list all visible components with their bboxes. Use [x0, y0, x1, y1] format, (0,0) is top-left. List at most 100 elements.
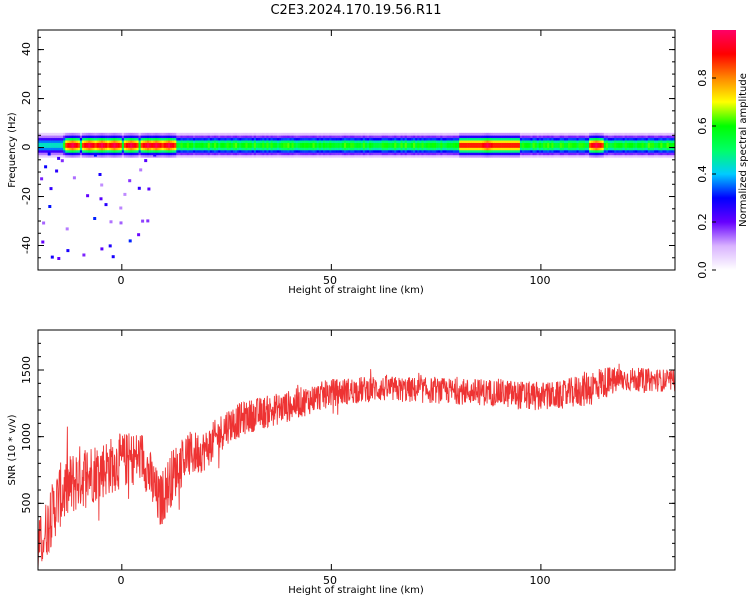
heatmap-cell	[318, 154, 322, 158]
heatmap-cell	[572, 147, 575, 151]
heatmap-cell	[589, 145, 592, 148]
heatmap-cell	[379, 150, 382, 153]
heatmap-cell	[109, 150, 112, 153]
heatmap-cell	[178, 132, 181, 136]
heatmap-cell	[390, 145, 393, 148]
snr-panel: 0 50 100 Height of straight line (km) 50…	[7, 329, 676, 596]
heatmap-cell	[438, 132, 441, 136]
heatmap-cell	[421, 154, 424, 158]
heatmap-cell	[285, 145, 288, 148]
heatmap-cell	[356, 135, 359, 139]
heatmap-cell	[463, 132, 466, 136]
heatmap-cell	[56, 150, 60, 153]
heatmap-cell	[149, 135, 152, 139]
heatmap-cell	[436, 140, 439, 143]
heatmap-cell	[375, 142, 378, 146]
heatmap-cell	[450, 145, 454, 148]
heatmap-cell	[258, 152, 261, 156]
heatmap-speck	[100, 183, 104, 187]
heatmap-speck	[141, 219, 145, 223]
heatmap-cell	[498, 142, 502, 146]
heatmap-cell	[605, 135, 609, 139]
heatmap-cell	[79, 150, 83, 153]
heatmap-cell	[142, 152, 146, 156]
heatmap-cell	[312, 132, 315, 136]
heatmap-cell	[111, 137, 114, 141]
heatmap-cell	[287, 147, 290, 151]
heatmap-cell	[247, 145, 250, 148]
heatmap-cell	[501, 152, 504, 156]
heatmap-cell	[522, 147, 525, 151]
heatmap-cell	[245, 147, 248, 151]
heatmap-cell	[358, 137, 361, 141]
heatmap-cell	[264, 137, 267, 141]
heatmap-cell	[568, 140, 571, 143]
heatmap-cell	[549, 145, 552, 148]
heatmap-cell	[304, 154, 307, 158]
heatmap-cell	[170, 145, 173, 148]
heatmap-cell	[496, 140, 500, 143]
heatmap-cell	[431, 150, 435, 153]
heatmap-cell	[346, 140, 349, 143]
heatmap-cell	[105, 147, 108, 151]
heatmap-cell	[580, 140, 584, 143]
heatmap-cell	[258, 135, 261, 139]
heatmap-cell	[264, 154, 267, 158]
heatmap-cell	[566, 135, 569, 139]
heatmap-cell	[180, 137, 183, 141]
heatmap-cell	[348, 145, 351, 148]
heatmap-cell	[532, 132, 535, 136]
heatmap-cell	[48, 132, 51, 136]
heatmap-cell	[574, 150, 577, 153]
heatmap-cell	[553, 152, 556, 156]
heatmap-cell	[339, 135, 343, 139]
heatmap-cell	[390, 132, 393, 136]
heatmap-cell	[549, 150, 552, 153]
spectrogram-y-tick: -40	[20, 236, 33, 254]
heatmap-cell	[130, 135, 133, 139]
heatmap-cell	[383, 135, 387, 139]
heatmap-cell	[366, 132, 370, 136]
heatmap-cell	[329, 145, 332, 148]
heatmap-cell	[289, 150, 292, 153]
heatmap-cell	[170, 147, 173, 151]
heatmap-cell	[666, 142, 670, 146]
heatmap-cell	[121, 147, 125, 151]
heatmap-cell	[320, 137, 324, 141]
heatmap-cell	[100, 154, 104, 158]
heatmap-cell	[123, 152, 127, 156]
heatmap-cell	[276, 150, 280, 153]
heatmap-cell	[555, 145, 558, 148]
heatmap-cell	[478, 150, 481, 153]
heatmap-cell	[446, 147, 449, 151]
heatmap-cell	[656, 137, 659, 141]
heatmap-cell	[126, 135, 129, 139]
heatmap-cell	[100, 150, 104, 153]
heatmap-cell	[387, 140, 391, 143]
heatmap-cell	[394, 154, 397, 158]
heatmap-cell	[498, 152, 502, 156]
heatmap-cell	[111, 142, 114, 146]
heatmap-cell	[195, 152, 198, 156]
heatmap-cell	[320, 145, 324, 148]
colorbar-tick: 0.0	[696, 261, 709, 279]
heatmap-cell	[660, 154, 663, 158]
heatmap-cell	[425, 147, 429, 151]
heatmap-cell	[322, 154, 326, 158]
heatmap-cell	[557, 142, 561, 146]
heatmap-cell	[350, 142, 353, 146]
heatmap-cell	[442, 154, 445, 158]
heatmap-cell	[121, 152, 125, 156]
heatmap-cell	[519, 142, 523, 146]
spectrogram-frame	[37, 29, 676, 271]
heatmap-cell	[647, 142, 651, 146]
heatmap-cell	[465, 132, 468, 136]
heatmap-cell	[339, 150, 343, 153]
heatmap-cell	[262, 154, 265, 158]
heatmap-cell	[578, 132, 582, 136]
heatmap-cell	[102, 132, 106, 136]
heatmap-cell	[40, 132, 43, 136]
spectrogram-y-tick: 40	[20, 42, 33, 56]
heatmap-cell	[295, 152, 299, 156]
heatmap-cell	[463, 147, 466, 151]
